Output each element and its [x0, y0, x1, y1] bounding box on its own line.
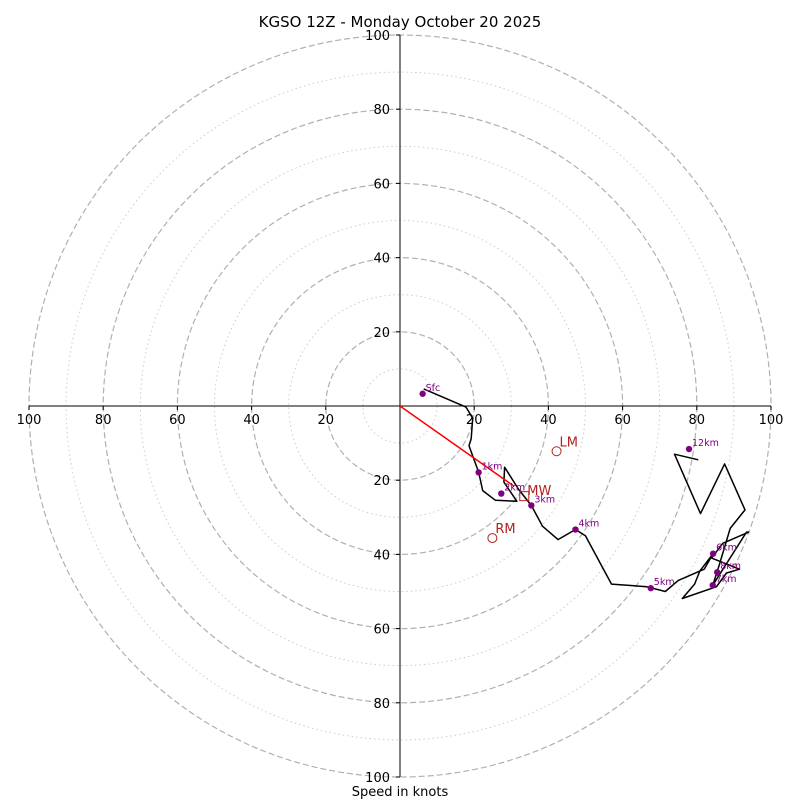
chart-title: KGSO 12Z - Monday October 20 2025 — [259, 13, 542, 31]
x-tick-label: 100 — [759, 413, 784, 428]
y-tick-label: 20 — [373, 474, 390, 489]
y-tick-label: 60 — [373, 623, 390, 638]
storm-label-RM: RM — [495, 522, 515, 537]
y-tick-label: 80 — [373, 103, 390, 118]
height-marker-3km — [528, 502, 535, 509]
y-tick-label: 60 — [373, 177, 390, 192]
x-tick-label: 80 — [95, 413, 112, 428]
height-marker-Sfc — [419, 390, 426, 397]
height-marker-8km — [714, 569, 721, 576]
height-marker-5km — [647, 584, 654, 592]
x-tick-label: 40 — [540, 413, 557, 428]
x-tick-label: 20 — [318, 413, 335, 428]
height-marker-7km — [709, 581, 716, 589]
shear-vector-group — [399, 405, 515, 487]
height-marker-2km — [498, 490, 505, 497]
height-label-3km: 3km — [534, 494, 555, 505]
x-tick-label: 80 — [689, 413, 706, 428]
shear-vector-line — [399, 405, 515, 487]
height-label-4km: 4km — [578, 519, 599, 530]
y-tick-label: 20 — [373, 326, 390, 341]
hodograph-trace-group — [423, 388, 750, 600]
height-label-2km: 2km — [504, 483, 525, 494]
height-label-1km: 1km — [482, 461, 503, 472]
x-tick-label: 40 — [243, 413, 260, 428]
y-tick-label: 40 — [373, 252, 390, 267]
x-tick-label: 60 — [614, 413, 631, 428]
y-tick-label: 100 — [365, 29, 390, 44]
height-marker-12km — [685, 445, 693, 453]
height-label-Sfc: Sfc — [426, 383, 441, 394]
y-tick-label: 40 — [373, 548, 390, 563]
storm-motion-markers: LM RM MW — [487, 435, 578, 544]
storm-marker-LM — [551, 446, 562, 457]
tick-labels: 100 80 60 40 20 20 40 60 80 100 20 40 60 80 100 20 40 60 8… — [17, 29, 784, 786]
x-axis-label: Speed in knots — [352, 785, 449, 800]
height-label-6km: 6km — [716, 543, 737, 554]
x-tick-label: 100 — [17, 413, 42, 428]
height-label-8km: 8km — [720, 561, 741, 572]
hodograph-trace — [423, 388, 750, 600]
y-tick-label: 100 — [365, 771, 390, 786]
mean-wind-marker — [519, 491, 530, 502]
x-tick-label: 60 — [169, 413, 186, 428]
height-label-5km: 5km — [654, 577, 675, 588]
storm-label-MW: MW — [527, 484, 551, 499]
height-label-12km: 12km — [692, 438, 719, 449]
height-label-7km: 7km — [716, 574, 737, 585]
storm-marker-RM — [487, 533, 498, 544]
y-tick-label: 80 — [373, 697, 390, 712]
storm-label-LM: LM — [560, 435, 578, 450]
height-marker-1km — [475, 469, 482, 476]
height-marker-4km — [572, 526, 579, 533]
x-tick-label: 20 — [466, 413, 483, 428]
height-marker-6km — [709, 550, 717, 557]
